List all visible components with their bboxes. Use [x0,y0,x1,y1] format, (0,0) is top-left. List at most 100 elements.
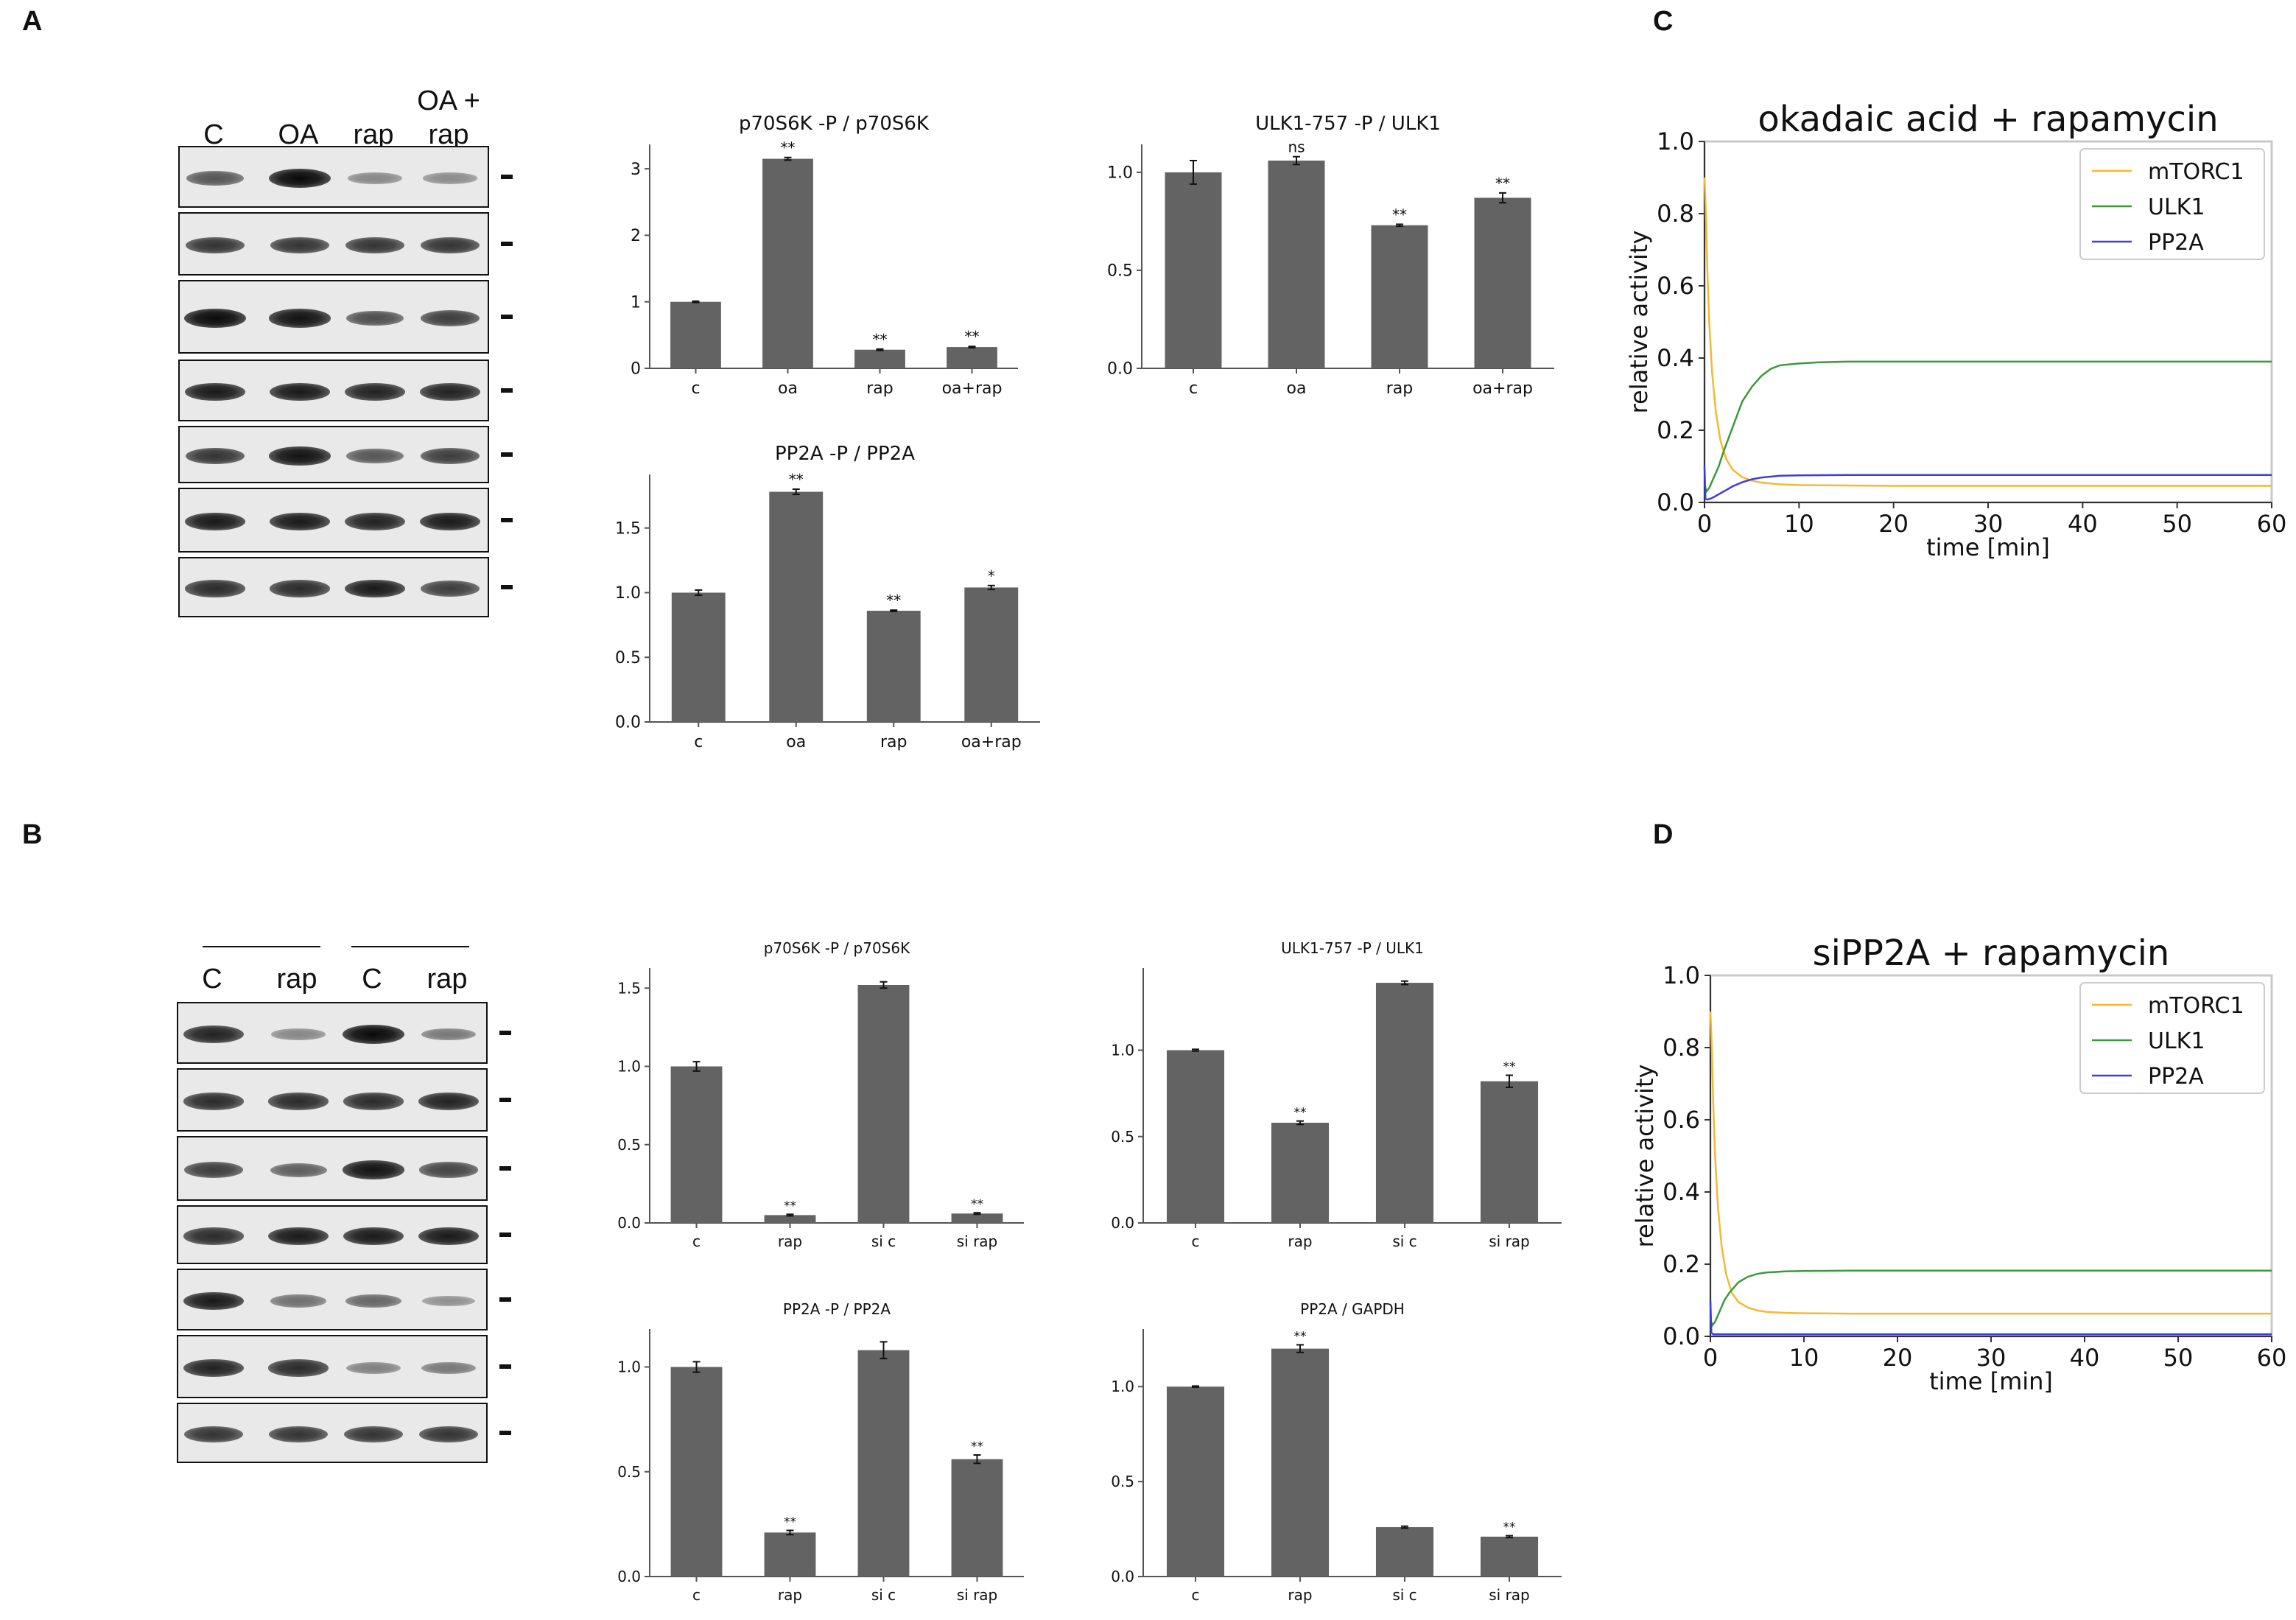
y-tick-label: 1.0 [617,1058,641,1076]
x-tick-label: 0 [1697,510,1712,538]
mw-marker-tick [499,1232,511,1237]
y-tick-label: 1 [631,293,641,312]
y-axis-label: relative activity [1631,1065,1659,1248]
mw-marker-tick [501,242,513,246]
mw-marker-tick [501,388,513,393]
y-tick-label: 0.5 [1111,1473,1134,1490]
y-tick-label: 0.0 [1107,360,1133,379]
blot-band [419,1162,478,1178]
lane-label: rap [276,964,317,995]
blot-band [418,1426,479,1443]
blot-band [270,236,330,254]
mw-marker-tick [499,1431,511,1435]
legend-box [2079,982,2265,1094]
blot-band [345,383,405,401]
bar [1271,1348,1330,1577]
bar [1480,1536,1539,1577]
y-tick-label: 1.0 [1111,1378,1134,1395]
x-tick-label: oa [1287,379,1307,398]
panel-label-a: A [22,6,43,37]
blot-band [186,171,244,186]
y-tick-label: 0.0 [617,1568,641,1585]
blot-strip [178,426,489,483]
significance-label: ** [784,1515,796,1529]
group-underline [203,946,320,947]
x-tick-label: 30 [1976,1344,2007,1372]
y-tick-label: 1.5 [615,519,641,538]
x-tick-label: rap [1386,379,1414,398]
bar [764,1215,816,1223]
blot-band [419,512,481,531]
y-tick-label: 0.5 [617,1463,641,1481]
bar [951,1459,1003,1577]
significance-label: ** [1294,1106,1307,1121]
y-tick-label: 0.2 [1663,1250,1700,1278]
y-tick-label: 1.0 [1657,127,1694,155]
bar [1166,1386,1225,1577]
panel-label-b: B [22,819,43,850]
x-tick-label: 40 [2068,510,2098,538]
blot-band [344,579,406,598]
bar [1165,172,1222,368]
x-axis-label: time [min] [1929,1367,2053,1395]
significance-label: * [988,567,995,585]
blot-band [348,172,402,184]
blot-band [345,310,404,326]
y-axis-label: relative activity [1625,231,1653,414]
bar [964,587,1019,722]
mw-marker-tick [499,1098,511,1102]
line-chart-c: okadaic acid + rapamycin 0 10 20 30 40 50 60 0.0… [1625,99,2286,561]
blot-band [183,1426,244,1443]
y-tick-label: 0.4 [1663,1178,1700,1206]
x-tick-label: 10 [1784,510,1814,538]
x-tick-label: 60 [2257,1344,2287,1372]
bar [866,611,921,722]
lane-label: C [362,964,382,995]
x-tick-label: oa [786,733,806,751]
blot-strip [178,212,489,276]
series-line-mtorc1 [1709,1011,2272,1315]
y-tick-label: 0.5 [615,649,641,667]
x-tick-label: si rap [957,1232,998,1250]
x-tick-label: si rap [1489,1232,1530,1250]
lane-label: OA [278,119,319,150]
panel-label-c: C [1653,6,1674,37]
lane-label: rap [426,964,468,995]
bar-chart-b3: PP2A -P / PP2A 0.0 0.5 1.0 c rap ** si c si rap *… [617,1300,1024,1604]
significance-label: ** [965,328,980,346]
blot-band [345,1361,401,1375]
blot-band [421,448,480,464]
blot-strip [177,1335,488,1398]
y-tick-label: 0.5 [617,1136,641,1154]
bar-chart-a2: ULK1-757 -P / ULK1 0.0 0.5 1.0 c oa ns rap ** oa+… [1107,113,1554,398]
bar [764,1532,816,1577]
bar [671,592,726,722]
series-line-pp2a [1709,1300,2272,1336]
y-tick-label: 0.5 [1111,1128,1134,1146]
chart-title: PP2A -P / PP2A [775,443,915,465]
blot-band [421,1028,477,1041]
bar [1271,1123,1330,1223]
blot-band [270,580,330,597]
series-line-pp2a [1703,466,2272,501]
blot-strip [177,1002,488,1064]
y-tick-label: 3 [631,161,641,179]
significance-label: ** [1503,1060,1516,1075]
blot-band [183,1291,245,1311]
legend-label: mTORC1 [2148,993,2244,1019]
significance-label: ns [1288,138,1305,156]
y-tick-label: 0.2 [1657,416,1694,444]
x-tick-label: 60 [2257,510,2287,538]
blot-band [420,236,480,254]
y-tick-label: 1.0 [617,1358,641,1376]
mw-marker-tick [499,1364,511,1369]
blot-band [421,1361,477,1375]
blot-band [184,382,246,402]
y-tick-label: 0.0 [1111,1214,1134,1232]
x-tick-label: c [1192,1586,1200,1604]
chart-title: PP2A -P / PP2A [783,1300,891,1318]
significance-label: ** [784,1199,796,1213]
x-tick-label: rap [1288,1232,1312,1250]
panel-label-d: D [1653,819,1674,850]
blot-band [271,1028,326,1040]
